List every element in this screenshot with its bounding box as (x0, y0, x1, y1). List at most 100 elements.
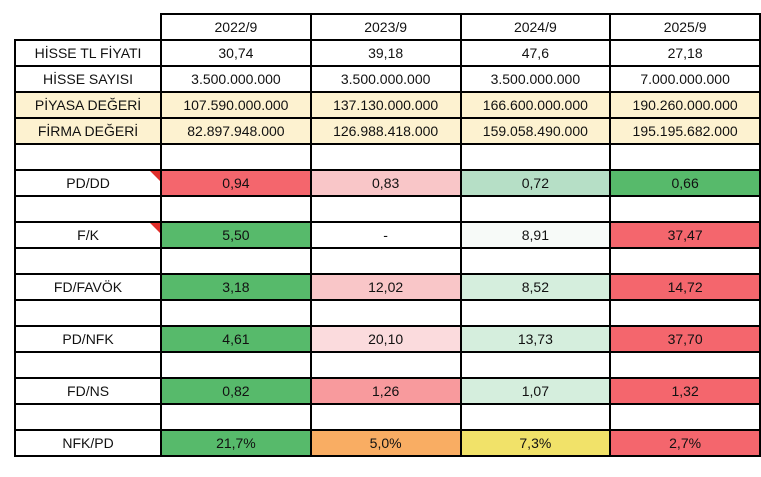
value-cell-hi-sse-tl-fi-yati-2024-9: 47,6 (459, 39, 612, 67)
row-label-hi-sse-sayisi: HİSSE SAYISI (13, 65, 163, 93)
value-cell-pd-dd-2025-9: 0,66 (609, 169, 761, 197)
value-cell-hi-sse-tl-fi-yati-2025-9: 27,18 (609, 39, 761, 67)
spacer-cell (609, 403, 761, 431)
row-label-pd-nfk: PD/NFK (13, 325, 163, 353)
value-cell-fi-rma-degeri-2022-9: 82.897.948.000 (160, 117, 312, 145)
table-row-pi-yasa-degeri: PİYASA DEĞERİ 107.590.000.000 137.130.000.… (13, 91, 761, 119)
value-cell-f-k-2024-9: 8,91 (459, 221, 612, 249)
value-cell-nfk-pd-2022-9: 21,7% (160, 429, 312, 457)
table-row-pd-dd: PD/DD 0,94 0,83 0,72 0,66 (13, 169, 761, 197)
value-cell-fi-rma-degeri-2024-9: 159.058.490.000 (459, 117, 612, 145)
spacer-label-cell (13, 403, 163, 431)
table-row-f-k: F/K 5,50-8,91 37,47 (13, 221, 761, 249)
spacer-row (13, 195, 761, 223)
spacer-cell (160, 299, 312, 327)
comment-indicator-icon (150, 224, 160, 233)
spacer-cell (309, 403, 462, 431)
spacer-cell (160, 403, 312, 431)
value-cell-pd-nfk-2023-9: 20,10 (309, 325, 462, 353)
spacer-row (13, 247, 761, 275)
table-row-hi-sse-sayisi: HİSSE SAYISI 3.500.000.000 3.500.000.000 3.… (13, 65, 761, 93)
spacer-cell (160, 195, 312, 223)
spacer-row (13, 143, 761, 171)
header-row: 2022/9 2023/9 2024/9 2025/9 (15, 13, 761, 41)
spacer-label-cell (13, 247, 163, 275)
spacer-row (13, 403, 761, 431)
table-row-nfk-pd: NFK/PD 21,7% 5,0% 7,3% 2,7% (13, 429, 761, 457)
spacer-cell (309, 351, 462, 379)
spacer-cell (459, 247, 612, 275)
value-cell-fd-ns-2022-9: 0,82 (160, 377, 312, 405)
row-label-fi-rma-degeri: FİRMA DEĞERİ (13, 117, 163, 145)
column-header-2024-9: 2024/9 (459, 13, 612, 41)
value-cell-pd-nfk-2025-9: 37,70 (609, 325, 761, 353)
value-cell-fi-rma-degeri-2023-9: 126.988.418.000 (309, 117, 462, 145)
value-cell-nfk-pd-2025-9: 2,7% (609, 429, 761, 457)
spacer-label-cell (13, 195, 163, 223)
spacer-cell (160, 143, 312, 171)
value-cell-hi-sse-tl-fi-yati-2022-9: 30,74 (160, 39, 312, 67)
row-label-pd-dd: PD/DD (13, 169, 163, 197)
value-cell-fd-favok-2025-9: 14,72 (609, 273, 761, 301)
value-cell-fd-favok-2023-9: 12,02 (309, 273, 462, 301)
spacer-cell (459, 299, 612, 327)
value-cell-pi-yasa-degeri-2024-9: 166.600.000.000 (459, 91, 612, 119)
spacer-cell (609, 299, 761, 327)
value-cell-pd-dd-2024-9: 0,72 (459, 169, 612, 197)
table-row-pd-nfk: PD/NFK 4,61 20,10 13,73 37,70 (13, 325, 761, 353)
value-cell-fd-ns-2023-9: 1,26 (309, 377, 462, 405)
spacer-cell (459, 403, 612, 431)
spacer-cell (459, 143, 612, 171)
table-row-fi-rma-degeri: FİRMA DEĞERİ 82.897.948.000 126.988.418.00… (13, 117, 761, 145)
value-cell-fd-favok-2024-9: 8,52 (459, 273, 612, 301)
spacer-cell (609, 247, 761, 275)
spacer-label-cell (13, 143, 163, 171)
value-cell-nfk-pd-2023-9: 5,0% (309, 429, 462, 457)
value-cell-fi-rma-degeri-2025-9: 195.195.682.000 (609, 117, 761, 145)
spreadsheet-area: 2022/9 2023/9 2024/9 2025/9 HİSSE TL FİYATI 3… (13, 13, 761, 457)
row-label-hi-sse-tl-fi-yati: HİSSE TL FİYATI (13, 39, 163, 67)
value-cell-pi-yasa-degeri-2023-9: 137.130.000.000 (309, 91, 462, 119)
spacer-row (13, 351, 761, 379)
corner-cell (15, 14, 162, 40)
table-row-fd-ns: FD/NS 0,82 1,26 1,07 1,32 (13, 377, 761, 405)
value-cell-fd-ns-2025-9: 1,32 (609, 377, 761, 405)
spacer-cell (309, 299, 462, 327)
value-cell-pi-yasa-degeri-2025-9: 190.260.000.000 (609, 91, 761, 119)
column-header-2025-9: 2025/9 (609, 13, 761, 41)
table-row-hi-sse-tl-fi-yati: HİSSE TL FİYATI 30,74 39,18 47,6 27,18 (13, 39, 761, 67)
value-cell-pd-dd-2023-9: 0,83 (309, 169, 462, 197)
spacer-cell (309, 195, 462, 223)
value-cell-pi-yasa-degeri-2022-9: 107.590.000.000 (160, 91, 312, 119)
value-cell-fd-favok-2022-9: 3,18 (160, 273, 312, 301)
spacer-cell (609, 351, 761, 379)
spacer-cell (609, 195, 761, 223)
value-cell-hi-sse-sayisi-2023-9: 3.500.000.000 (309, 65, 462, 93)
value-cell-hi-sse-sayisi-2025-9: 7.000.000.000 (609, 65, 761, 93)
row-label-fd-favok: FD/FAVÖK (13, 273, 163, 301)
spacer-cell (459, 351, 612, 379)
spacer-cell (459, 195, 612, 223)
value-cell-pd-nfk-2022-9: 4,61 (160, 325, 312, 353)
row-label-nfk-pd: NFK/PD (13, 429, 163, 457)
value-cell-hi-sse-tl-fi-yati-2023-9: 39,18 (309, 39, 462, 67)
column-header-2023-9: 2023/9 (309, 13, 462, 41)
spacer-cell (160, 351, 312, 379)
value-cell-hi-sse-sayisi-2022-9: 3.500.000.000 (160, 65, 312, 93)
spacer-row (13, 299, 761, 327)
value-cell-f-k-2023-9: - (309, 221, 462, 249)
spacer-cell (309, 247, 462, 275)
value-cell-pd-nfk-2024-9: 13,73 (459, 325, 612, 353)
value-cell-f-k-2022-9: 5,50 (160, 221, 312, 249)
column-header-2022-9: 2022/9 (160, 13, 312, 41)
value-cell-f-k-2025-9: 37,47 (609, 221, 761, 249)
spacer-cell (309, 143, 462, 171)
value-cell-fd-ns-2024-9: 1,07 (459, 377, 612, 405)
row-label-pi-yasa-degeri: PİYASA DEĞERİ (13, 91, 163, 119)
value-cell-nfk-pd-2024-9: 7,3% (459, 429, 612, 457)
spacer-label-cell (13, 351, 163, 379)
table-row-fd-favok: FD/FAVÖK 3,18 12,02 8,52 14,72 (13, 273, 761, 301)
value-cell-pd-dd-2022-9: 0,94 (160, 169, 312, 197)
row-label-fd-ns: FD/NS (13, 377, 163, 405)
spacer-cell (609, 143, 761, 171)
